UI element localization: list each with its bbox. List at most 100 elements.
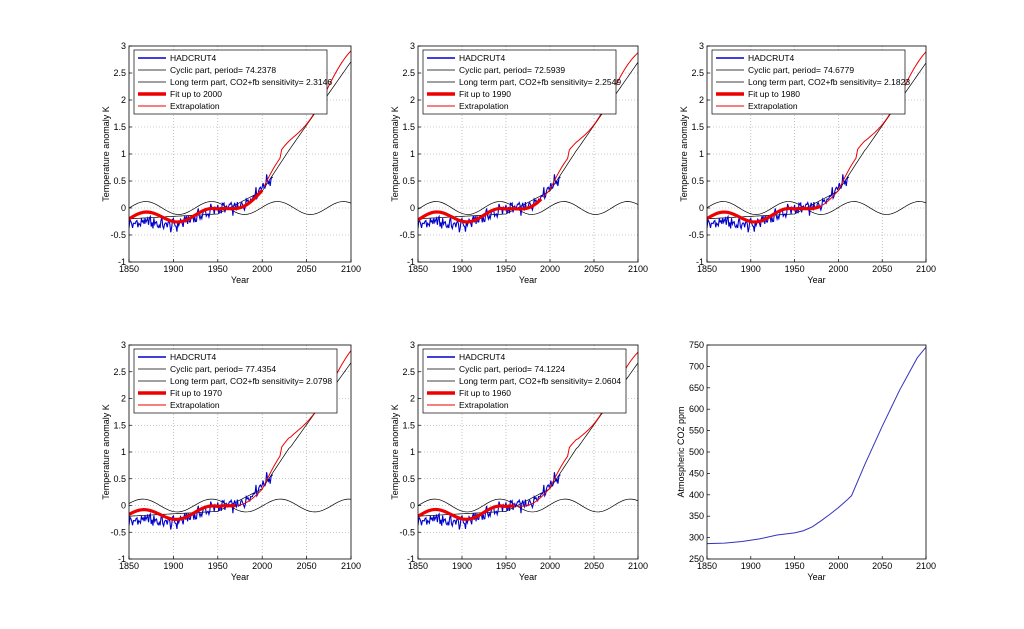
series-cyclic-part [129,201,351,215]
y-tick-label: 2 [121,394,126,404]
y-tick-label: 0.5 [113,176,126,186]
legend-entry: Extrapolation [170,400,220,410]
legend: HADCRUT4 Cyclic part, period= 77.4354 Long… [133,348,338,414]
axes-frame [128,344,352,560]
series-cyclic-part [129,498,351,513]
y-tick-label: -1 [407,554,415,564]
series-cyclic-part [418,201,638,215]
series-fit [129,504,236,521]
x-axis-label: Year [807,275,825,285]
x-axis-label: Year [519,275,537,285]
y-tick-label: 3 [121,41,126,51]
series-fit [707,204,822,224]
series-hadcrut4 [129,472,273,530]
y-tick-label: 600 [689,404,704,414]
legend-entry: Cyclic part, period= 77.4354 [170,364,276,374]
x-tick-label: 2100 [916,264,936,274]
series-extrapolation [822,51,926,206]
y-tick-label: 1 [699,149,704,159]
legend-box [422,49,617,115]
x-tick-label: 1850 [119,264,139,274]
y-tick-label: 3 [410,41,415,51]
x-tick-label: 1950 [785,264,805,274]
x-tick-label: 1900 [741,264,761,274]
y-axis-label: Temperature anomaly K [101,106,111,202]
legend-entry: Long term part, CO2+fb sensitivity= 2.25… [459,77,621,87]
y-tick-label: 0.5 [402,474,415,484]
legend-box [133,348,338,414]
y-tick-label: 2.5 [113,367,126,377]
x-tick-label: 2000 [540,561,560,571]
x-tick-label: 1850 [408,264,428,274]
legend: HADCRUT4 Cyclic part, period= 74.1224 Long… [422,348,627,414]
y-tick-label: 300 [689,533,704,543]
y-tick-label: 2.5 [691,68,704,78]
x-tick-label: 1900 [741,561,761,571]
axes-frame [706,45,927,263]
y-tick-label: 1.5 [113,122,126,132]
y-tick-label: -0.5 [399,527,415,537]
y-tick-label: -1 [696,257,704,267]
y-tick-label: -0.5 [688,230,704,240]
x-axis-label: Year [231,572,249,582]
legend-entry: Long term part, CO2+fb sensitivity= 2.31… [170,77,332,87]
y-tick-label: -1 [118,257,126,267]
legend-entry: HADCRUT4 [459,352,506,362]
y-tick-label: 2.5 [402,367,415,377]
y-tick-label: 650 [689,383,704,393]
series-cyclic-part [707,201,926,215]
y-tick-label: 1.5 [402,420,415,430]
axes-frame [128,45,352,263]
series-extrapolation [542,52,638,198]
axes-frame [417,45,639,263]
y-tick-label: 2 [410,95,415,105]
x-tick-label: 1950 [785,561,805,571]
series-co2 [707,346,926,545]
legend-entry: Cyclic part, period= 74.6779 [748,65,854,75]
legend-entry: Fit up to 1970 [170,388,222,398]
y-tick-label: 0.5 [691,176,704,186]
chart-5: 1850 1900 1950 2000 2050 2100 -1 -0.5 0 0.5 1 1.5 2 2… [390,340,648,582]
y-tick-label: 450 [689,468,704,478]
y-tick-label: 2 [699,95,704,105]
series-hadcrut4 [707,174,849,233]
legend-entry: Long term part, CO2+fb sensitivity= 2.06… [459,376,621,386]
y-tick-label: 400 [689,490,704,500]
y-tick-label: 3 [410,340,415,350]
legend-entry: HADCRUT4 [459,53,506,63]
x-tick-label: 2050 [297,561,317,571]
y-tick-label: 250 [689,554,704,564]
chart-6: 1850 1900 1950 2000 2050 2100 250 300 350 400 450 5… [676,340,936,582]
x-tick-label: 1900 [452,264,472,274]
legend-entry: Fit up to 2000 [170,89,222,99]
y-tick-label: -0.5 [110,527,126,537]
x-axis-label: Year [231,275,249,285]
axes-frame [417,344,639,560]
axes-frame [706,344,927,560]
y-tick-label: 1.5 [402,122,415,132]
y-axis-label: Temperature anomaly K [390,106,400,202]
series-cyclic-part [418,498,638,513]
x-tick-label: 1900 [163,561,183,571]
x-tick-label: 2050 [584,264,604,274]
x-tick-label: 2050 [872,264,892,274]
legend-entry: Cyclic part, period= 74.1224 [459,364,565,374]
x-tick-label: 1900 [452,561,472,571]
chart-3: 1850 1900 1950 2000 2050 2100 -1 -0.5 0 0.5 1 1.5 2 2… [679,41,936,285]
legend-box [711,49,906,115]
series-fit [418,197,543,224]
legend-entry: HADCRUT4 [170,53,217,63]
legend-entry: Long term part, CO2+fb sensitivity= 2.18… [748,77,910,87]
legend-box [422,348,627,414]
y-tick-label: 1 [410,447,415,457]
legend-entry: HADCRUT4 [748,53,795,63]
legend-entry: Extrapolation [748,101,798,111]
y-tick-label: 2.5 [402,68,415,78]
x-tick-label: 2100 [341,561,361,571]
chart-4: 1850 1900 1950 2000 2050 2100 -1 -0.5 0 0.5 1 1.5 2 2… [101,340,361,582]
y-tick-label: 350 [689,511,704,521]
x-tick-label: 2050 [297,264,317,274]
x-tick-label: 1950 [496,561,516,571]
legend-entry: HADCRUT4 [170,352,217,362]
x-tick-label: 1850 [697,264,717,274]
